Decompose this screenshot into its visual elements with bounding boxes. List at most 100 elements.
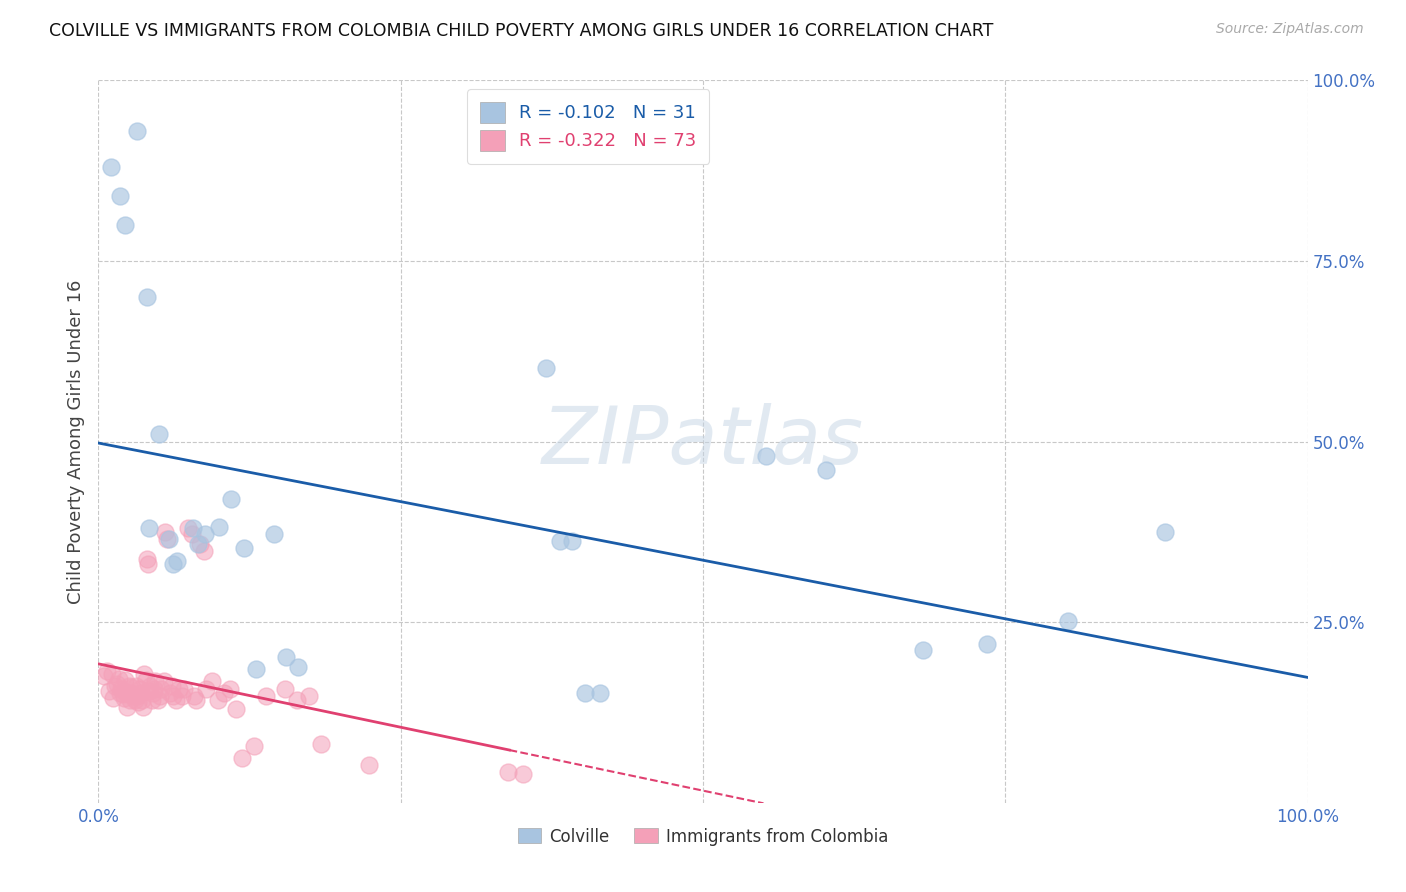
Point bbox=[298, 689, 321, 703]
Point bbox=[195, 681, 218, 696]
Point bbox=[101, 691, 124, 706]
Point bbox=[359, 758, 381, 772]
Point bbox=[127, 689, 149, 703]
Point bbox=[100, 667, 122, 681]
Point bbox=[188, 537, 211, 551]
Point bbox=[194, 527, 217, 541]
Point bbox=[177, 521, 200, 535]
Text: COLVILLE VS IMMIGRANTS FROM COLOMBIA CHILD POVERTY AMONG GIRLS UNDER 16 CORRELAT: COLVILLE VS IMMIGRANTS FROM COLOMBIA CHI… bbox=[49, 22, 994, 40]
Point bbox=[117, 700, 139, 714]
Point bbox=[256, 689, 278, 703]
Point bbox=[134, 667, 156, 681]
Point bbox=[98, 683, 121, 698]
Point bbox=[912, 642, 935, 657]
Point bbox=[232, 541, 254, 556]
Point bbox=[129, 686, 152, 700]
Point bbox=[100, 160, 122, 174]
Point bbox=[139, 679, 162, 693]
Point bbox=[93, 669, 115, 683]
Point bbox=[273, 681, 295, 696]
Point bbox=[212, 686, 235, 700]
Point bbox=[162, 558, 184, 572]
Point bbox=[287, 660, 309, 674]
Point bbox=[221, 492, 243, 507]
Point bbox=[274, 649, 297, 664]
Point bbox=[231, 751, 253, 765]
Point bbox=[162, 689, 184, 703]
Point bbox=[135, 551, 157, 566]
Point bbox=[125, 679, 148, 693]
Point bbox=[574, 686, 596, 700]
Point bbox=[755, 449, 778, 463]
Point bbox=[186, 693, 208, 707]
Point bbox=[285, 693, 308, 707]
Point bbox=[132, 700, 155, 714]
Point bbox=[225, 702, 247, 716]
Point bbox=[589, 686, 612, 700]
Point bbox=[104, 679, 127, 693]
Text: Source: ZipAtlas.com: Source: ZipAtlas.com bbox=[1216, 22, 1364, 37]
Point bbox=[112, 691, 135, 706]
Point bbox=[534, 360, 557, 375]
Point bbox=[156, 532, 179, 546]
Point bbox=[143, 674, 166, 689]
Point bbox=[114, 218, 136, 232]
Legend: Colville, Immigrants from Colombia: Colville, Immigrants from Colombia bbox=[510, 821, 896, 852]
Point bbox=[118, 693, 141, 707]
Point bbox=[183, 689, 205, 703]
Point bbox=[141, 693, 163, 707]
Point bbox=[1154, 524, 1177, 539]
Point bbox=[135, 673, 157, 687]
Point bbox=[193, 544, 215, 558]
Point bbox=[110, 681, 132, 696]
Point bbox=[108, 686, 131, 700]
Point bbox=[160, 679, 183, 693]
Point bbox=[114, 673, 136, 687]
Point bbox=[152, 674, 174, 689]
Point bbox=[512, 767, 534, 781]
Point bbox=[135, 290, 157, 304]
Point bbox=[243, 739, 266, 754]
Point bbox=[180, 527, 202, 541]
Point bbox=[131, 693, 153, 707]
Point bbox=[187, 537, 209, 551]
Point bbox=[263, 527, 285, 541]
Point bbox=[245, 662, 267, 676]
Point bbox=[138, 521, 160, 535]
Point bbox=[208, 520, 231, 534]
Point bbox=[207, 693, 229, 707]
Point bbox=[118, 679, 141, 693]
Point bbox=[136, 558, 159, 572]
Point bbox=[138, 683, 160, 698]
Point bbox=[108, 189, 131, 203]
Point bbox=[124, 693, 146, 707]
Point bbox=[815, 463, 838, 477]
Point bbox=[128, 681, 150, 696]
Point bbox=[201, 674, 224, 689]
Point bbox=[96, 665, 118, 679]
Y-axis label: Child Poverty Among Girls Under 16: Child Poverty Among Girls Under 16 bbox=[66, 279, 84, 604]
Point bbox=[148, 427, 170, 442]
Point bbox=[157, 532, 180, 546]
Point bbox=[561, 534, 583, 549]
Point bbox=[166, 554, 188, 568]
Point bbox=[111, 687, 134, 701]
Point bbox=[142, 686, 165, 700]
Point bbox=[170, 689, 193, 703]
Point bbox=[1057, 614, 1080, 628]
Point bbox=[105, 676, 128, 690]
Point bbox=[150, 681, 173, 696]
Point bbox=[159, 686, 181, 700]
Point bbox=[173, 681, 195, 696]
Point bbox=[122, 689, 145, 703]
Point bbox=[976, 637, 998, 651]
Text: ZIPatlas: ZIPatlas bbox=[541, 402, 865, 481]
Point bbox=[498, 765, 520, 780]
Point bbox=[169, 681, 191, 696]
Point bbox=[120, 686, 142, 700]
Point bbox=[115, 686, 138, 700]
Point bbox=[108, 672, 131, 686]
Point bbox=[181, 521, 204, 535]
Point bbox=[309, 737, 332, 751]
Point bbox=[127, 124, 149, 138]
